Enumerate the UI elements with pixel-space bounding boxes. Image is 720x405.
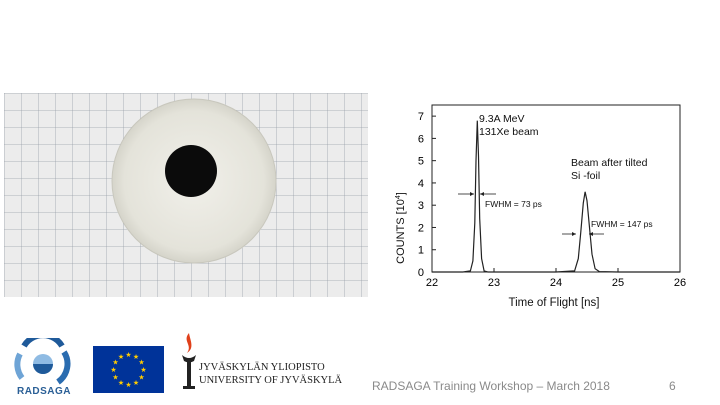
jyu-logo	[176, 331, 336, 393]
x-tick-label: 24	[550, 277, 562, 289]
radsaga-logo	[14, 332, 72, 388]
eu-star: ★	[110, 366, 116, 374]
annotation-peak2-line1: Beam after tilted	[571, 157, 648, 169]
annotation-fwhm2: FWHM = 147 ps	[591, 219, 653, 229]
x-axis-label: Time of Flight [ns]	[509, 297, 600, 309]
eu-star: ★	[133, 353, 139, 361]
time-of-flight-chart: 22 23 24 25 26 0 1 2 3 4 5 6 7 9.3A MeV 131Xe beam B…	[384, 95, 694, 315]
x-tick-label: 26	[674, 277, 686, 289]
radsaga-wordmark: RADSAGA	[16, 386, 72, 397]
y-tick-label: 3	[418, 200, 424, 212]
y-tick-label: 6	[418, 133, 424, 145]
eu-star: ★	[118, 353, 124, 361]
jyu-name-english: UNIVERSITY OF JYVÄSKYLÄ	[199, 375, 343, 386]
annotation-peak2-line2: Si -foil	[571, 170, 600, 182]
y-tick-label: 4	[418, 178, 424, 190]
y-tick-label: 0	[418, 267, 424, 279]
x-tick-label: 25	[612, 277, 624, 289]
annotation-fwhm1: FWHM = 73 ps	[485, 199, 542, 209]
plot-frame	[431, 104, 681, 273]
eu-star: ★	[138, 374, 144, 382]
annotation-peak1-energy: 9.3A MeV	[479, 113, 525, 125]
eu-star: ★	[125, 381, 131, 389]
y-tick-label: 1	[418, 245, 424, 257]
eu-star: ★	[125, 351, 131, 359]
eu-star: ★	[138, 359, 144, 367]
x-tick-label: 23	[488, 277, 500, 289]
y-tick-label: 5	[418, 156, 424, 168]
y-tick-label: 7	[418, 111, 424, 123]
series-line	[432, 120, 680, 273]
footer-text: RADSAGA Training Workshop – March 2018	[372, 379, 610, 393]
fwhm2-arrows	[562, 232, 604, 236]
annotation-peak1-beam: 131Xe beam	[479, 126, 539, 138]
eu-star: ★	[133, 379, 139, 387]
foil-sample-photo	[4, 93, 368, 297]
x-tick-label: 22	[426, 277, 438, 289]
page-number: 6	[669, 379, 676, 393]
eu-star: ★	[118, 379, 124, 387]
y-tick-label: 2	[418, 222, 424, 234]
y-axis-label: COUNTS [104]	[395, 192, 407, 264]
eu-flag-logo: ★ ★ ★ ★ ★ ★ ★ ★ ★ ★ ★ ★	[93, 346, 164, 393]
fwhm1-arrows	[458, 192, 496, 196]
eu-star: ★	[112, 359, 118, 367]
jyu-name-finnish: JYVÄSKYLÄN YLIOPISTO	[199, 362, 325, 373]
eu-star: ★	[140, 366, 146, 374]
eu-star: ★	[112, 374, 118, 382]
